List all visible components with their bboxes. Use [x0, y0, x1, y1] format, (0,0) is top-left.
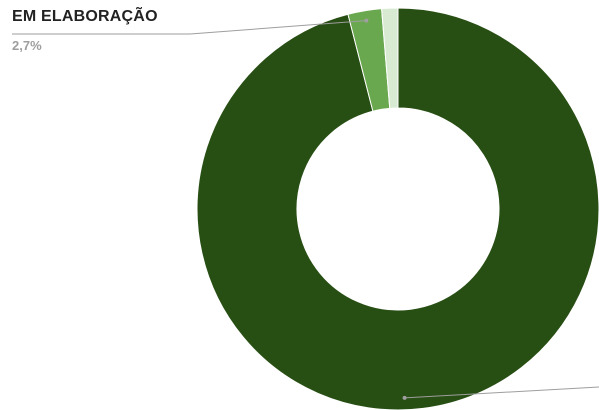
leader-dot: [364, 18, 369, 23]
donut-slices: [196, 7, 599, 410]
slice-value-em-elaboracao: 2,7%: [12, 38, 42, 53]
leader-lines: [12, 18, 599, 400]
donut-slice: [196, 7, 599, 410]
slice-label-em-elaboracao: EM ELABORAÇÃO: [12, 8, 158, 25]
leader-dot: [402, 395, 407, 400]
leader-line: [404, 386, 599, 399]
leader-line: [12, 20, 367, 35]
donut-slice: [381, 7, 399, 109]
